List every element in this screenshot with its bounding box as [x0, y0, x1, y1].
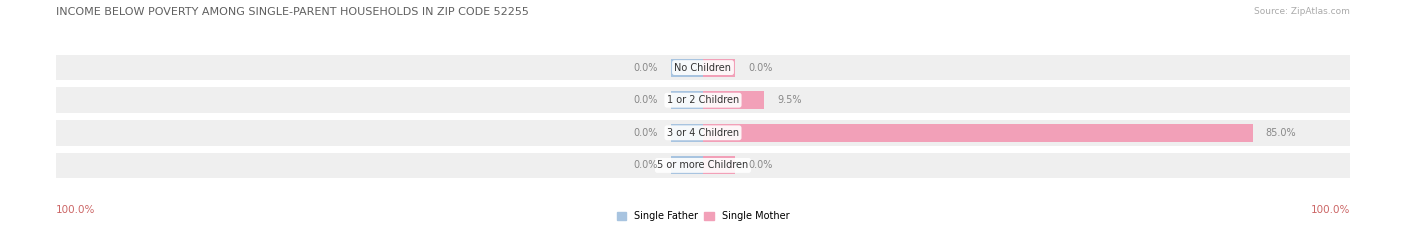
Text: 9.5%: 9.5%: [778, 95, 801, 105]
Text: 0.0%: 0.0%: [633, 63, 658, 72]
Bar: [703, 124, 1253, 142]
Legend: Single Father, Single Mother: Single Father, Single Mother: [617, 211, 789, 221]
Bar: [703, 157, 735, 174]
Text: 5 or more Children: 5 or more Children: [658, 161, 748, 170]
Text: 0.0%: 0.0%: [633, 161, 658, 170]
Bar: [671, 157, 703, 174]
Text: 0.0%: 0.0%: [748, 161, 773, 170]
Text: 0.0%: 0.0%: [633, 128, 658, 138]
Text: 85.0%: 85.0%: [1265, 128, 1296, 138]
Bar: [671, 124, 703, 142]
Text: 0.0%: 0.0%: [748, 63, 773, 72]
Bar: [671, 91, 703, 109]
Bar: [703, 91, 765, 109]
Text: 100.0%: 100.0%: [1310, 205, 1350, 215]
Text: 100.0%: 100.0%: [56, 205, 96, 215]
Text: 3 or 4 Children: 3 or 4 Children: [666, 128, 740, 138]
Bar: [671, 58, 703, 76]
Text: No Children: No Children: [675, 63, 731, 72]
Text: 1 or 2 Children: 1 or 2 Children: [666, 95, 740, 105]
Text: 0.0%: 0.0%: [633, 95, 658, 105]
Text: INCOME BELOW POVERTY AMONG SINGLE-PARENT HOUSEHOLDS IN ZIP CODE 52255: INCOME BELOW POVERTY AMONG SINGLE-PARENT…: [56, 7, 529, 17]
Text: Source: ZipAtlas.com: Source: ZipAtlas.com: [1254, 7, 1350, 16]
Bar: [703, 58, 735, 76]
